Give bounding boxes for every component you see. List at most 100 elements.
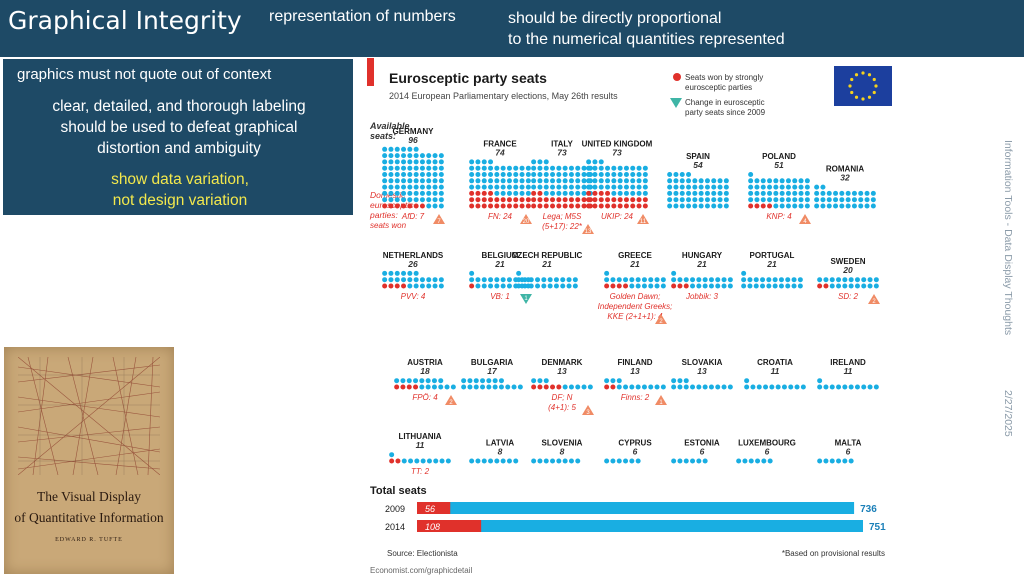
- seat-dot: [721, 283, 727, 289]
- seat-dot: [829, 277, 835, 283]
- principle-labeling-line2: should be used to defeat graphical: [60, 119, 298, 136]
- seat-dot: [426, 197, 432, 203]
- seat-dot: [617, 184, 623, 190]
- seat-dot: [575, 458, 581, 464]
- seat-dot: [481, 277, 487, 283]
- seat-dot: [623, 184, 629, 190]
- seat-dot: [660, 283, 666, 289]
- seat-dot: [696, 458, 702, 464]
- seat-dot-won: [642, 197, 648, 203]
- seat-dot: [833, 190, 839, 196]
- seat-dot: [488, 172, 494, 177]
- seat-dot-won: [598, 197, 604, 203]
- seat-dot: [798, 190, 804, 196]
- seat-dot: [535, 277, 541, 283]
- seat-dot: [773, 178, 779, 184]
- seat-dot: [481, 159, 487, 165]
- country-name: SLOVAKIA: [682, 358, 723, 367]
- country-name: CZECH REPUBLIC: [512, 251, 583, 260]
- seat-dot: [629, 384, 635, 390]
- seat-dot-won: [598, 203, 604, 209]
- seat-dot: [820, 203, 826, 209]
- seat-dot: [388, 178, 394, 184]
- seat-dot: [839, 190, 845, 196]
- seat-dot: [804, 203, 810, 209]
- seat-dot: [382, 277, 388, 283]
- seat-dot: [642, 172, 648, 177]
- change-value: 4: [803, 219, 807, 225]
- legend-red-line1: Seats won by strongly: [685, 73, 763, 82]
- change-value: 2: [659, 319, 663, 325]
- seat-dot: [531, 458, 537, 464]
- seat-dot: [767, 190, 773, 196]
- slide-footer-vertical: Information Tools - Data Display Thought…: [1000, 140, 1018, 450]
- seat-dot: [842, 277, 848, 283]
- seat-dot-won: [469, 197, 475, 203]
- seat-dot-won: [630, 203, 636, 209]
- seat-dot: [592, 172, 598, 177]
- seat-dot: [630, 165, 636, 171]
- seat-dot: [623, 165, 629, 171]
- seat-dot: [686, 184, 692, 190]
- seat-dot-won: [616, 283, 622, 289]
- seat-dot-won: [481, 203, 487, 209]
- seat-dot: [654, 283, 660, 289]
- seat-dot: [686, 190, 692, 196]
- seat-dot: [673, 190, 679, 196]
- seat-dot: [842, 384, 848, 390]
- seat-dot: [382, 190, 388, 196]
- seat-dot: [413, 146, 419, 152]
- change-triangle-up: [582, 224, 594, 234]
- seat-dot-won: [488, 197, 494, 203]
- seat-dot-won: [642, 203, 648, 209]
- seat-dot: [686, 203, 692, 209]
- seat-dot: [500, 184, 506, 190]
- seat-dot: [562, 172, 568, 177]
- seat-dot: [623, 384, 629, 390]
- seat-dot: [798, 178, 804, 184]
- party-seats-label: DF; N: [552, 393, 573, 402]
- seat-dot: [723, 203, 729, 209]
- seat-dot: [605, 172, 611, 177]
- seat-dot: [413, 172, 419, 177]
- seat-dot: [407, 277, 413, 283]
- seat-dot: [519, 190, 525, 196]
- seat-dot: [800, 384, 806, 390]
- seat-dot: [641, 277, 647, 283]
- seat-dot: [848, 458, 854, 464]
- seat-dot-won: [550, 197, 556, 203]
- seat-dot: [833, 203, 839, 209]
- seat-dot: [679, 190, 685, 196]
- country-seat-count: 73: [557, 147, 567, 157]
- seat-dot: [698, 203, 704, 209]
- seat-dot: [804, 197, 810, 203]
- seat-dot: [469, 184, 475, 190]
- seat-dot: [519, 172, 525, 177]
- seat-dot: [400, 378, 406, 384]
- seat-dot: [575, 172, 581, 177]
- seat-dot: [432, 190, 438, 196]
- seat-dot: [505, 384, 511, 390]
- seat-dot: [543, 159, 549, 165]
- seat-dot: [519, 178, 525, 184]
- seat-dot-won: [575, 197, 581, 203]
- seat-dot: [568, 165, 574, 171]
- seat-dot: [568, 384, 574, 390]
- seat-dot: [401, 172, 407, 177]
- party-seats-label: (5+17): 22*: [542, 222, 583, 231]
- eu-flag-stars: [848, 71, 878, 101]
- seat-dot: [438, 172, 444, 177]
- seat-dot: [642, 165, 648, 171]
- seat-dot: [779, 184, 785, 190]
- legend-red-dot: [673, 73, 681, 81]
- seat-dot: [469, 178, 475, 184]
- seat-dot: [870, 190, 876, 196]
- seat-dot: [469, 172, 475, 177]
- slide-title: Graphical Integrity: [8, 6, 242, 35]
- seat-dot: [531, 178, 537, 184]
- country-name: SLOVENIA: [542, 439, 583, 448]
- seat-dot: [420, 458, 426, 464]
- country-name: UNITED KINGDOM: [582, 139, 653, 148]
